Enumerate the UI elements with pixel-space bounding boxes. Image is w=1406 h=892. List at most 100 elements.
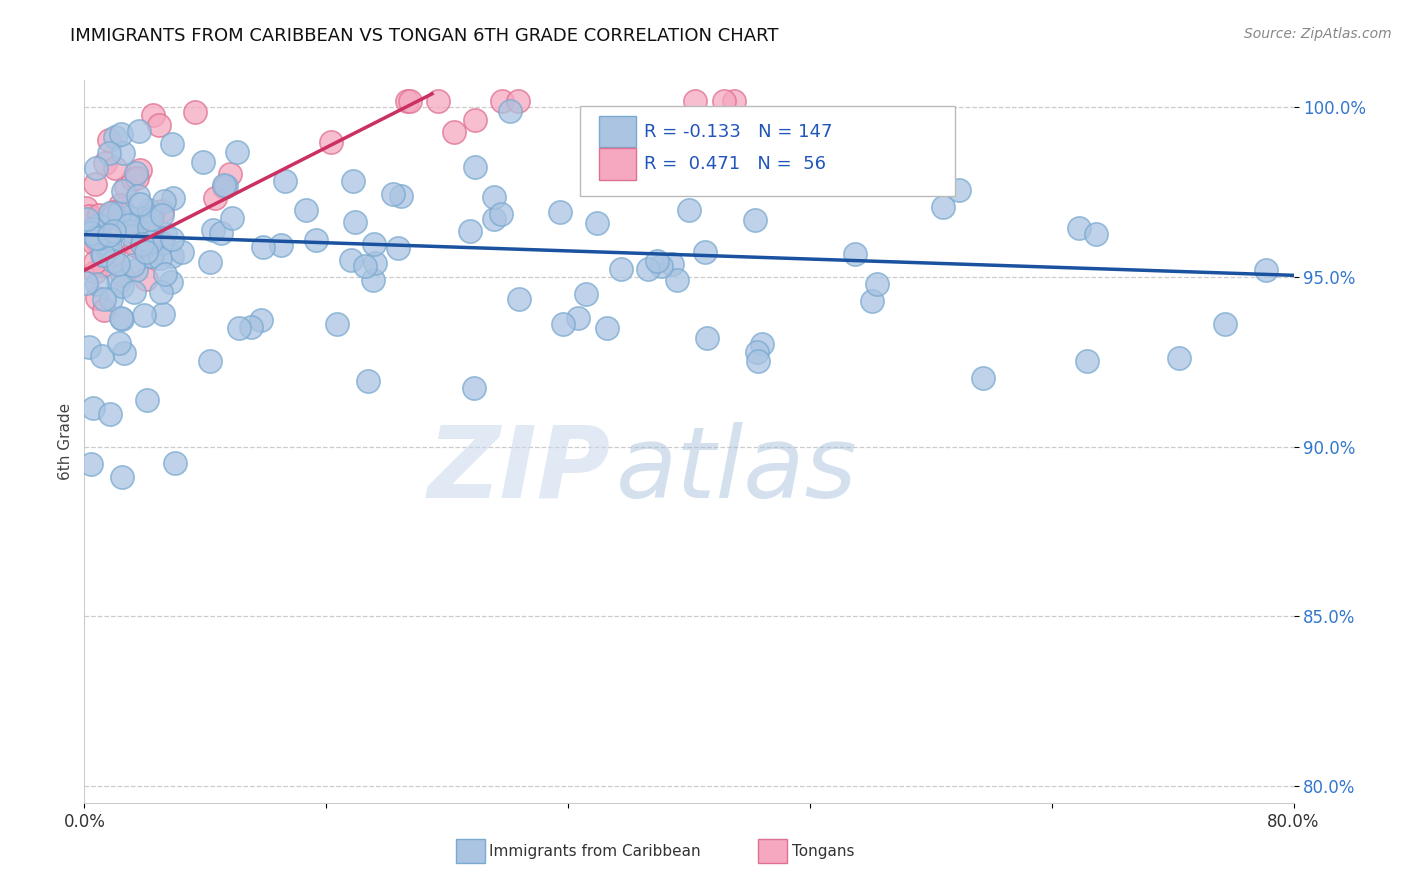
FancyBboxPatch shape xyxy=(456,838,485,863)
Point xyxy=(110,127,132,141)
Point xyxy=(90,217,112,231)
Point xyxy=(695,245,717,260)
Point xyxy=(128,197,150,211)
Text: Tongans: Tongans xyxy=(792,844,855,859)
Point xyxy=(198,255,221,269)
Point xyxy=(865,277,887,291)
Point xyxy=(744,213,766,227)
FancyBboxPatch shape xyxy=(599,148,636,180)
Point xyxy=(84,177,107,191)
Point xyxy=(159,275,181,289)
Point xyxy=(101,247,124,261)
Point xyxy=(506,94,529,108)
Point xyxy=(443,125,465,139)
Point xyxy=(463,381,485,395)
Point xyxy=(98,227,121,242)
Point xyxy=(111,469,134,483)
Point xyxy=(112,346,135,360)
Point xyxy=(149,285,172,299)
Text: Immigrants from Caribbean: Immigrants from Caribbean xyxy=(489,844,702,859)
Point xyxy=(484,211,506,226)
Point xyxy=(152,307,174,321)
Point xyxy=(202,223,225,237)
Point xyxy=(389,188,412,202)
Point xyxy=(274,174,297,188)
Point xyxy=(482,190,505,204)
Point xyxy=(240,319,263,334)
Point xyxy=(111,311,134,326)
Point xyxy=(90,247,112,261)
Point xyxy=(103,205,125,219)
Point xyxy=(120,224,142,238)
Point xyxy=(665,273,688,287)
Point xyxy=(112,146,135,161)
Point xyxy=(142,225,165,239)
Point xyxy=(155,267,177,281)
Point xyxy=(121,229,143,244)
Point xyxy=(399,94,422,108)
Point xyxy=(270,237,292,252)
Point xyxy=(77,211,100,226)
Point xyxy=(1069,221,1091,235)
Point xyxy=(86,235,108,249)
Point xyxy=(77,209,100,223)
Point xyxy=(75,276,97,290)
Point xyxy=(160,249,183,263)
Point xyxy=(110,310,132,325)
Point xyxy=(112,217,135,231)
Point xyxy=(218,167,240,181)
Point xyxy=(294,203,316,218)
Point xyxy=(76,212,98,227)
Point xyxy=(87,219,110,233)
Point xyxy=(610,261,633,276)
Point xyxy=(93,292,115,306)
Point xyxy=(118,210,141,224)
Point xyxy=(1076,354,1098,368)
Point xyxy=(98,133,121,147)
Point xyxy=(91,258,114,272)
Text: R = -0.133   N = 147: R = -0.133 N = 147 xyxy=(644,122,832,141)
Point xyxy=(79,227,101,241)
Point xyxy=(83,265,105,279)
Point xyxy=(508,293,530,307)
Point xyxy=(1084,227,1107,242)
Point xyxy=(342,174,364,188)
Text: R =  0.471   N =  56: R = 0.471 N = 56 xyxy=(644,155,827,173)
Point xyxy=(87,231,110,245)
Point xyxy=(104,161,127,175)
Point xyxy=(118,218,141,232)
Point xyxy=(172,244,194,259)
Point xyxy=(136,392,159,407)
Point xyxy=(948,183,970,197)
Point xyxy=(141,211,163,226)
Point xyxy=(751,337,773,351)
Point xyxy=(129,163,152,178)
Point xyxy=(972,371,994,385)
Point xyxy=(100,292,122,306)
Point xyxy=(93,248,115,262)
Point xyxy=(645,253,668,268)
Point xyxy=(79,219,101,234)
Point xyxy=(91,349,114,363)
Point xyxy=(86,222,108,236)
Point xyxy=(103,224,125,238)
Point xyxy=(94,156,117,170)
Point xyxy=(183,105,205,120)
Point xyxy=(683,94,706,108)
Point xyxy=(228,321,250,335)
Point xyxy=(83,236,105,251)
Point xyxy=(353,259,375,273)
Point xyxy=(844,247,866,261)
Point xyxy=(150,207,173,221)
Text: IMMIGRANTS FROM CARIBBEAN VS TONGAN 6TH GRADE CORRELATION CHART: IMMIGRANTS FROM CARIBBEAN VS TONGAN 6TH … xyxy=(70,27,779,45)
Point xyxy=(1168,351,1191,365)
Point xyxy=(86,291,108,305)
Point xyxy=(82,222,104,236)
Text: atlas: atlas xyxy=(616,422,858,519)
Point xyxy=(111,278,134,293)
Point xyxy=(340,252,363,267)
Point xyxy=(252,240,274,254)
Point xyxy=(80,457,103,471)
Point xyxy=(249,313,271,327)
Point xyxy=(364,256,387,270)
